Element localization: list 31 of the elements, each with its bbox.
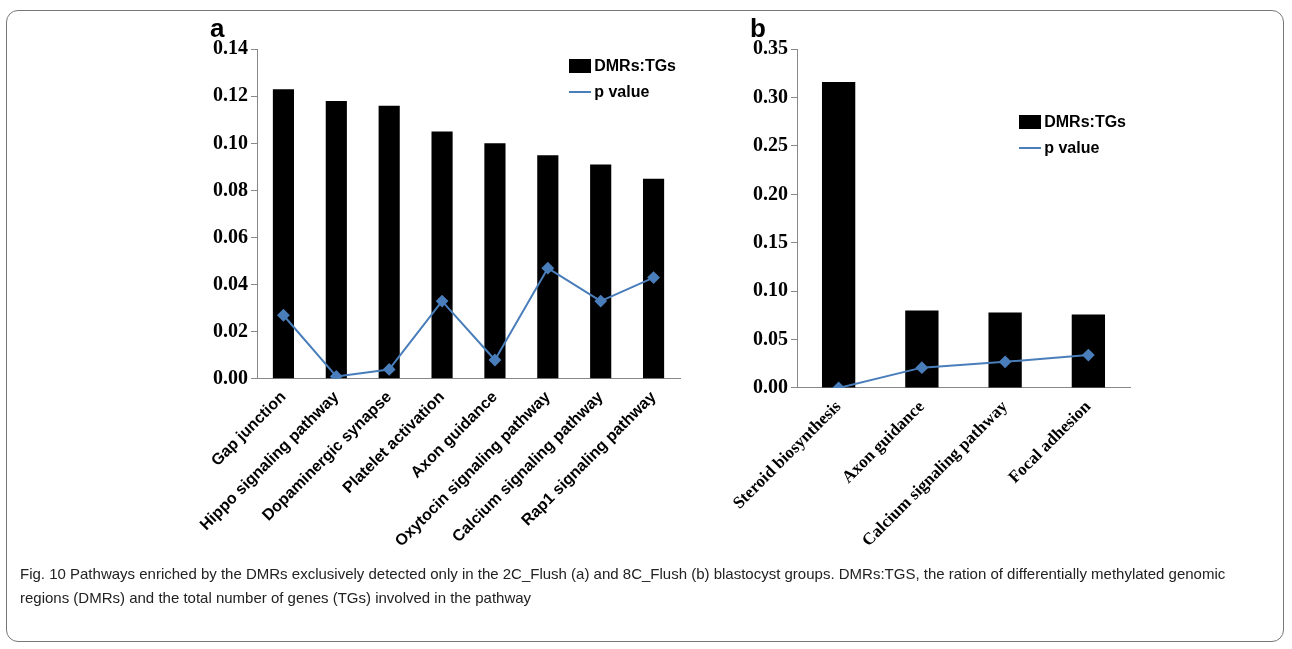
y-tick-label: 0.10 xyxy=(213,130,248,153)
bar xyxy=(821,82,856,388)
legend-label: p value xyxy=(1044,139,1100,158)
caption: Fig. 10 Pathways enriched by the DMRs exclusively detected only in the 2C_Flush (a) and 8C_Flush (b) blastocyst groups. DMRs:TGS, the ration of differentially methylated genomic regions (DMRs) and the total number of genes (TGs) involved in the pathway xyxy=(20,564,1227,608)
y-tick-label: 0.10 xyxy=(753,278,788,301)
bar xyxy=(272,89,295,379)
y-tick-label: 0.25 xyxy=(753,133,788,156)
bar xyxy=(590,164,612,379)
y-tick-label: 0.04 xyxy=(213,271,248,294)
y-tick-label: 0.02 xyxy=(213,318,248,341)
bar xyxy=(378,105,400,379)
bar xyxy=(325,101,347,379)
y-tick-label: 0.06 xyxy=(213,224,248,247)
y-tick-label: 0.30 xyxy=(753,84,788,107)
bar xyxy=(484,143,506,379)
y-tick-label: 0.15 xyxy=(753,229,788,252)
bar xyxy=(537,155,559,379)
y-tick-label: 0.08 xyxy=(213,177,248,200)
bar xyxy=(905,310,939,388)
y-tick-label: 0.05 xyxy=(753,326,788,349)
legend-label: DMRs:TGs xyxy=(594,57,676,76)
bar xyxy=(642,178,665,379)
bar xyxy=(431,131,453,379)
legend-label: p value xyxy=(594,83,650,102)
y-tick-label: 0.00 xyxy=(753,375,788,398)
legend-label: DMRs:TGs xyxy=(1044,113,1126,132)
y-tick-label: 0.00 xyxy=(213,365,248,388)
y-tick-label: 0.20 xyxy=(753,181,788,204)
bar xyxy=(1071,314,1106,388)
bar xyxy=(988,312,1022,388)
y-tick-label: 0.12 xyxy=(213,83,248,106)
